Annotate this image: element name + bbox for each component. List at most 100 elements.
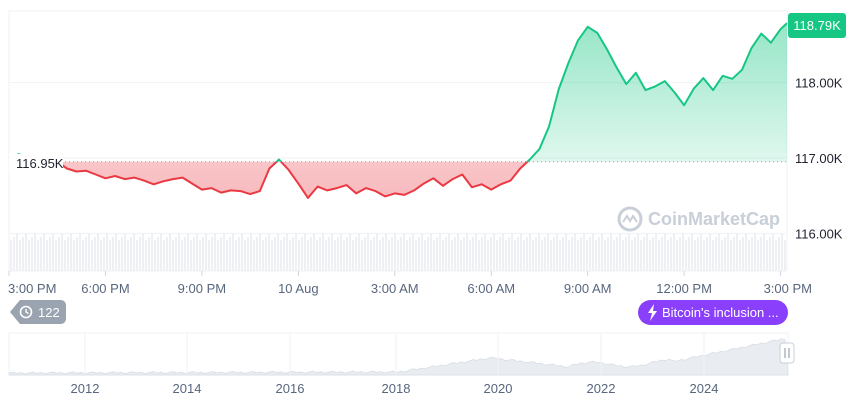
volume-bar xyxy=(154,240,156,271)
volume-bar xyxy=(106,234,108,271)
volume-bar xyxy=(634,237,636,271)
volume-bar xyxy=(205,234,207,271)
volume-bar xyxy=(337,237,339,271)
volume-bar xyxy=(496,240,498,271)
volume-bar xyxy=(40,237,42,271)
volume-bar xyxy=(649,240,651,271)
area-above-baseline xyxy=(9,23,787,162)
event-flag[interactable]: Bitcoin's inclusion ... xyxy=(638,300,788,325)
navigator-handle-bg[interactable] xyxy=(779,342,795,364)
volume-bar xyxy=(682,234,684,271)
volume-bar xyxy=(43,234,45,271)
navigator-year-label: 2012 xyxy=(71,381,100,396)
volume-bar xyxy=(694,240,696,271)
baseline-label-bg xyxy=(9,154,63,173)
volume-bar xyxy=(610,234,612,271)
volume-bar xyxy=(580,237,582,271)
navigator-handle[interactable] xyxy=(779,342,795,364)
volume-bar xyxy=(718,234,720,271)
volume-bar xyxy=(211,237,213,271)
volume-bar xyxy=(208,240,210,271)
x-tick-label: 12:00 PM xyxy=(656,281,712,296)
volume-bar xyxy=(49,237,51,271)
volume-bar xyxy=(367,234,369,271)
volume-bar xyxy=(652,237,654,271)
volume-bar xyxy=(700,234,702,271)
volume-bar xyxy=(271,240,273,271)
volume-bar xyxy=(55,240,57,271)
x-tick-label: 9:00 AM xyxy=(564,281,612,296)
volume-bar xyxy=(403,234,405,271)
volume-bar xyxy=(121,237,123,271)
volume-bar xyxy=(400,237,402,271)
volume-bar xyxy=(463,237,465,271)
volume-bar xyxy=(454,237,456,271)
volume-bar xyxy=(136,240,138,271)
volume-bar xyxy=(712,240,714,271)
volume-bar xyxy=(517,237,519,271)
volume-bar xyxy=(601,234,603,271)
range-navigator[interactable] xyxy=(8,332,789,376)
volume-bar xyxy=(715,237,717,271)
volume-bar xyxy=(727,234,729,271)
volume-bar xyxy=(94,237,96,271)
volume-bar xyxy=(673,234,675,271)
volume-bar xyxy=(127,240,129,271)
navigator-area xyxy=(8,338,789,376)
event-flag-bg[interactable] xyxy=(638,300,788,325)
volume-bar xyxy=(481,237,483,271)
history-icon xyxy=(19,305,33,319)
volume-bar xyxy=(427,237,429,271)
volume-bars xyxy=(10,234,786,271)
volume-bar xyxy=(520,234,522,271)
volume-bar xyxy=(508,237,510,271)
x-tick-label: 9:00 PM xyxy=(178,281,226,296)
volume-bar xyxy=(91,240,93,271)
watermark-text: CoinMarketCap xyxy=(648,209,780,229)
volume-bar xyxy=(421,234,423,271)
volume-bar xyxy=(616,237,618,271)
volume-bar xyxy=(313,234,315,271)
navigator-year-label: 2016 xyxy=(276,381,305,396)
volume-bar xyxy=(169,234,171,271)
volume-bar xyxy=(16,234,18,271)
volume-bar xyxy=(310,237,312,271)
volume-bar xyxy=(328,237,330,271)
lightning-icon xyxy=(648,304,657,321)
volume-bar xyxy=(388,240,390,271)
volume-bar xyxy=(370,240,372,271)
y-axis: 118.00K 117.00K 116.00K xyxy=(795,76,843,242)
volume-bar xyxy=(724,237,726,271)
current-price-value: 118.79K xyxy=(793,18,841,33)
navigator-year-label: 2018 xyxy=(382,381,411,396)
volume-bar xyxy=(13,237,15,271)
volume-bar xyxy=(778,237,780,271)
volume-bar xyxy=(553,237,555,271)
volume-bar xyxy=(187,234,189,271)
price-line-up xyxy=(8,22,788,162)
events-badge-bg[interactable] xyxy=(10,300,66,324)
volume-bar xyxy=(607,237,609,271)
volume-bar xyxy=(376,234,378,271)
events-badge[interactable]: 122 xyxy=(10,300,66,324)
y-tick-label: 118.00K xyxy=(795,76,843,91)
volume-bar xyxy=(691,234,693,271)
volume-bar xyxy=(364,237,366,271)
volume-bar xyxy=(460,240,462,271)
volume-bar xyxy=(697,237,699,271)
volume-bar xyxy=(256,237,258,271)
volume-bar xyxy=(331,234,333,271)
volume-bar xyxy=(25,234,27,271)
volume-bar xyxy=(541,240,543,271)
volume-bar xyxy=(571,237,573,271)
volume-bar xyxy=(361,240,363,271)
volume-bar xyxy=(418,237,420,271)
volume-bar xyxy=(259,234,261,271)
volume-bar xyxy=(85,237,87,271)
volume-bar xyxy=(73,240,75,271)
volume-bar xyxy=(733,237,735,271)
volume-bar xyxy=(781,234,783,271)
volume-bar xyxy=(742,237,744,271)
volume-bar xyxy=(178,234,180,271)
volume-bar xyxy=(655,234,657,271)
